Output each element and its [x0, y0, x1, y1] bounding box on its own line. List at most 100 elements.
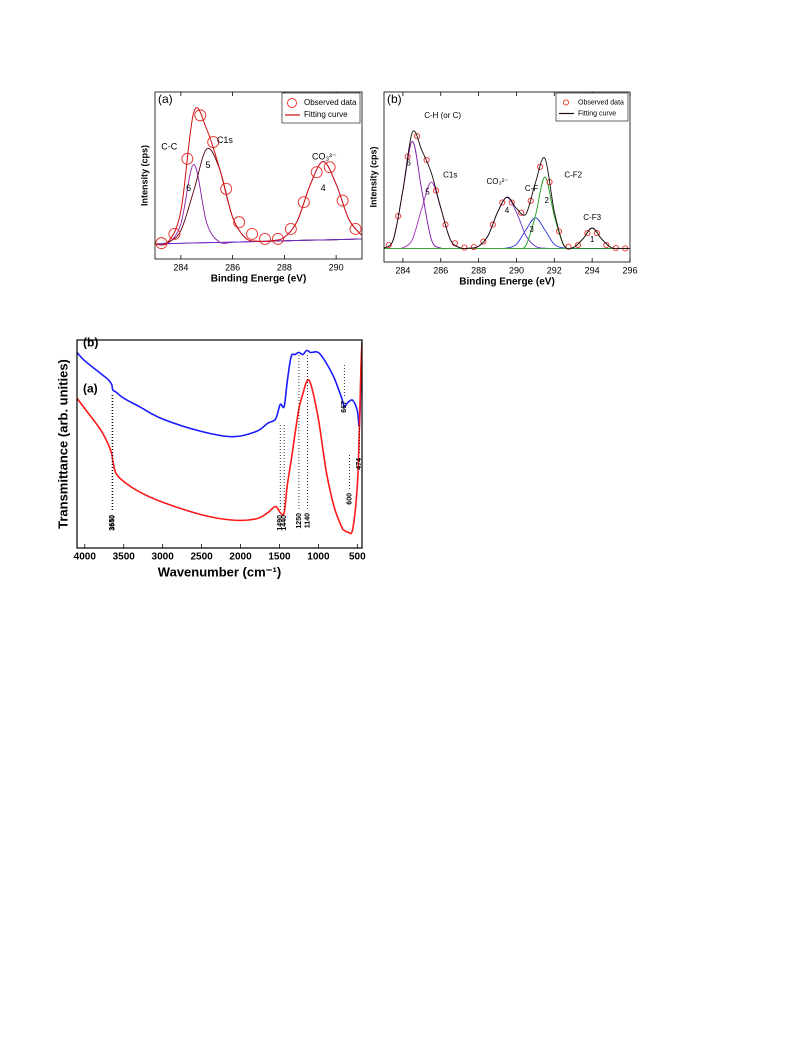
annotation: CO₃²⁻: [312, 152, 337, 162]
data-point: [584, 230, 591, 237]
data-point: [336, 194, 349, 207]
data-point: [385, 241, 392, 249]
band-label: 1490: [277, 515, 284, 531]
data-point: [284, 222, 297, 235]
data-point: [499, 199, 506, 206]
x-tick-label: 292: [547, 265, 562, 275]
data-point: [593, 230, 600, 237]
x-axis-title: Binding Energe (eV): [459, 277, 555, 288]
data-point: [461, 244, 468, 251]
legend-marker: [287, 98, 297, 108]
x-tick-label: 284: [395, 265, 410, 275]
x-tick-label: 284: [173, 262, 188, 272]
data-point: [168, 227, 181, 240]
annotation: C-C: [161, 141, 177, 151]
x-tick-label: 294: [585, 265, 600, 275]
plot-frame: [154, 91, 363, 260]
annotation: C1s: [443, 170, 457, 179]
x-tick-label: 1500: [268, 552, 291, 563]
data-point: [297, 196, 310, 209]
legend-box: [555, 92, 629, 122]
panel-label: (a): [158, 92, 173, 106]
annotation: 6: [186, 183, 191, 193]
plot-area: [77, 342, 362, 535]
x-tick-label: 1000: [307, 552, 330, 563]
panel-label: (b): [387, 92, 402, 106]
x-tick-label: 286: [225, 262, 240, 272]
plot-frame: [76, 339, 363, 549]
legend-label: Fitting curve: [304, 110, 348, 119]
annotation: 4: [505, 206, 510, 215]
data-point: [508, 199, 515, 206]
legend-label: Observed data: [304, 98, 357, 107]
data-point: [480, 238, 487, 245]
data-point: [423, 156, 430, 164]
series-line: [77, 342, 362, 535]
band-label: 1440: [281, 515, 288, 531]
data-point: [518, 209, 525, 216]
annotation: 1: [590, 235, 595, 244]
series-line: [155, 107, 362, 246]
y-axis-title: Intensity (cps): [139, 145, 149, 206]
annotation: C-F3: [583, 213, 601, 222]
data-point: [194, 109, 207, 122]
band-label: 667: [341, 401, 348, 413]
data-point: [489, 221, 496, 228]
x-axis-title: Binding Energe (eV): [211, 274, 307, 285]
x-tick-label: 290: [509, 265, 524, 275]
data-point: [259, 233, 271, 245]
data-point: [349, 222, 362, 235]
annotation: 5: [425, 187, 430, 196]
band-label: 600: [346, 493, 353, 505]
x-tick-label: 296: [622, 265, 637, 275]
band-label: 3640: [110, 515, 117, 531]
plot-frame: [383, 91, 631, 263]
data-point: [181, 152, 194, 165]
plot-area: [384, 130, 630, 252]
band-label: 3650: [109, 515, 116, 531]
x-tick-label: 288: [277, 262, 292, 272]
x-tick-label: 290: [329, 262, 344, 272]
annotation: CO₃²⁻: [486, 177, 508, 186]
data-point: [233, 216, 246, 229]
data-point: [555, 228, 563, 235]
data-point: [323, 161, 336, 174]
band-label: 1140: [304, 513, 311, 528]
x-tick-label: 500: [349, 552, 366, 563]
x-tick-label: 4000: [74, 552, 97, 563]
annotation: 6: [406, 159, 411, 168]
band-label: 474: [356, 458, 363, 470]
data-point: [246, 227, 258, 240]
series-label: (a): [83, 381, 98, 395]
annotation: C-H (or C): [424, 111, 461, 120]
annotation: 5: [206, 160, 211, 170]
plot-area: [155, 107, 362, 250]
y-axis-title: Transmittance (arb. unities): [55, 359, 70, 529]
x-tick-label: 3500: [113, 552, 136, 563]
data-point: [442, 221, 449, 228]
annotation: C1s: [217, 135, 234, 145]
annotation: 4: [321, 183, 326, 193]
x-tick-label: 288: [471, 265, 486, 275]
x-tick-label: 2500: [190, 552, 213, 563]
legend-marker: [562, 99, 570, 106]
x-tick-label: 3000: [152, 552, 175, 563]
data-point: [414, 133, 421, 140]
annotation: 3: [529, 225, 534, 234]
band-label: 1250: [296, 513, 303, 529]
data-point: [310, 166, 323, 179]
data-point: [432, 187, 440, 194]
x-tick-label: 2000: [229, 552, 252, 563]
annotation: C-F2: [564, 170, 582, 179]
data-point: [603, 241, 610, 249]
legend-label: Observed data: [578, 99, 624, 106]
annotation: 2: [545, 196, 550, 205]
series-line: [384, 130, 630, 250]
series-line: [77, 342, 362, 438]
x-tick-label: 286: [433, 265, 448, 275]
legend-box: [281, 92, 361, 124]
data-point: [527, 197, 534, 204]
annotation: C-F: [525, 184, 538, 193]
